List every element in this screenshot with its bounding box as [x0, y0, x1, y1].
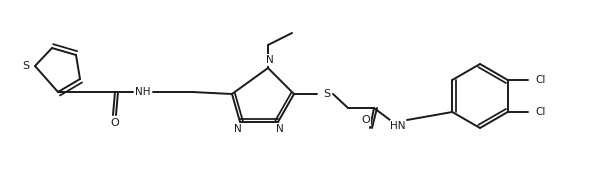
Text: N: N — [266, 55, 274, 65]
Text: N: N — [276, 124, 284, 134]
Text: NH: NH — [135, 87, 151, 97]
Text: O: O — [110, 118, 119, 128]
Text: Cl: Cl — [536, 75, 546, 85]
Text: HN: HN — [390, 121, 406, 131]
Text: S: S — [22, 61, 29, 71]
Text: S: S — [323, 89, 331, 99]
Text: N: N — [234, 124, 242, 134]
Text: Cl: Cl — [536, 107, 546, 117]
Text: O: O — [362, 115, 370, 125]
